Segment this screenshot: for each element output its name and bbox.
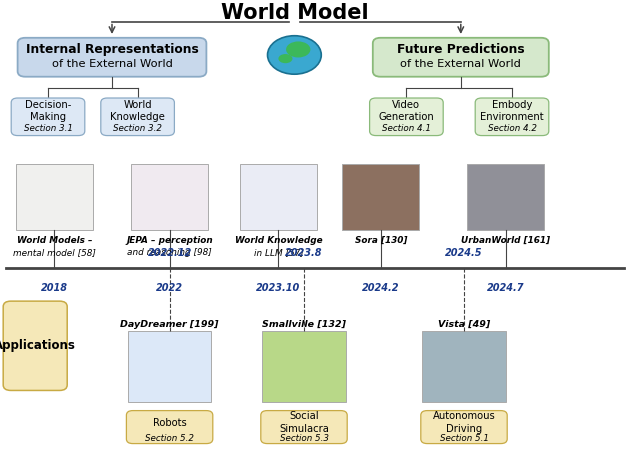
Text: Section 4.2: Section 4.2	[488, 124, 536, 133]
Text: Applications: Applications	[0, 339, 76, 352]
FancyBboxPatch shape	[342, 164, 419, 230]
Text: Section 5.1: Section 5.1	[440, 434, 488, 442]
Text: World Model: World Model	[221, 3, 368, 23]
FancyBboxPatch shape	[101, 98, 174, 136]
Text: 2023.8: 2023.8	[285, 248, 323, 258]
Text: 2022.12: 2022.12	[147, 248, 192, 258]
FancyBboxPatch shape	[467, 164, 544, 230]
Text: Video
Generation: Video Generation	[378, 100, 435, 122]
FancyBboxPatch shape	[476, 98, 549, 136]
Text: 2022: 2022	[156, 283, 183, 293]
Text: mental model [58]: mental model [58]	[13, 249, 96, 257]
Text: 2024.7: 2024.7	[487, 283, 524, 293]
Text: Section 3.2: Section 3.2	[113, 124, 162, 133]
Text: Sora [130]: Sora [130]	[355, 236, 407, 245]
FancyBboxPatch shape	[422, 331, 506, 402]
Text: and reasoning [98]: and reasoning [98]	[127, 249, 212, 257]
Text: Section 4.1: Section 4.1	[382, 124, 431, 133]
Text: Social
Simulacra: Social Simulacra	[279, 411, 329, 434]
Text: 2024.2: 2024.2	[362, 283, 399, 293]
FancyBboxPatch shape	[421, 411, 507, 443]
FancyBboxPatch shape	[127, 411, 212, 443]
Ellipse shape	[278, 54, 292, 63]
FancyBboxPatch shape	[16, 164, 93, 230]
Text: JEPA – perception: JEPA – perception	[126, 236, 213, 245]
Text: 2024.5: 2024.5	[445, 248, 483, 258]
FancyBboxPatch shape	[3, 301, 67, 390]
Text: 2023.10: 2023.10	[256, 283, 301, 293]
FancyBboxPatch shape	[372, 38, 549, 76]
FancyBboxPatch shape	[370, 98, 443, 136]
Text: in LLM [57]: in LLM [57]	[253, 249, 303, 257]
Text: Vista [49]: Vista [49]	[438, 320, 490, 329]
Text: World Knowledge: World Knowledge	[235, 236, 322, 245]
Text: Smallville [132]: Smallville [132]	[262, 320, 346, 329]
Text: Section 5.3: Section 5.3	[280, 434, 328, 442]
FancyBboxPatch shape	[128, 331, 211, 402]
Text: 2018: 2018	[41, 283, 68, 293]
Text: Section 3.1: Section 3.1	[24, 124, 72, 133]
FancyBboxPatch shape	[262, 331, 346, 402]
FancyBboxPatch shape	[261, 411, 347, 443]
Text: DayDreamer [199]: DayDreamer [199]	[120, 320, 219, 329]
Circle shape	[268, 36, 321, 74]
FancyBboxPatch shape	[11, 98, 85, 136]
FancyBboxPatch shape	[131, 164, 208, 230]
FancyBboxPatch shape	[240, 164, 317, 230]
Text: Internal Representations: Internal Representations	[26, 44, 198, 56]
Text: UrbanWorld [161]: UrbanWorld [161]	[461, 236, 550, 245]
Text: Robots: Robots	[153, 418, 186, 427]
Ellipse shape	[286, 42, 310, 58]
Text: of the External World: of the External World	[52, 59, 172, 69]
Text: Autonomous
Driving: Autonomous Driving	[433, 411, 495, 434]
Text: World Models –: World Models –	[17, 236, 92, 245]
Text: Section 5.2: Section 5.2	[145, 434, 194, 442]
Text: World
Knowledge: World Knowledge	[110, 100, 165, 122]
Text: of the External World: of the External World	[401, 59, 521, 69]
FancyBboxPatch shape	[17, 38, 206, 76]
Text: Future Predictions: Future Predictions	[397, 44, 525, 56]
Text: Decision-
Making: Decision- Making	[25, 100, 71, 122]
Text: Embody
Environment: Embody Environment	[480, 100, 544, 122]
